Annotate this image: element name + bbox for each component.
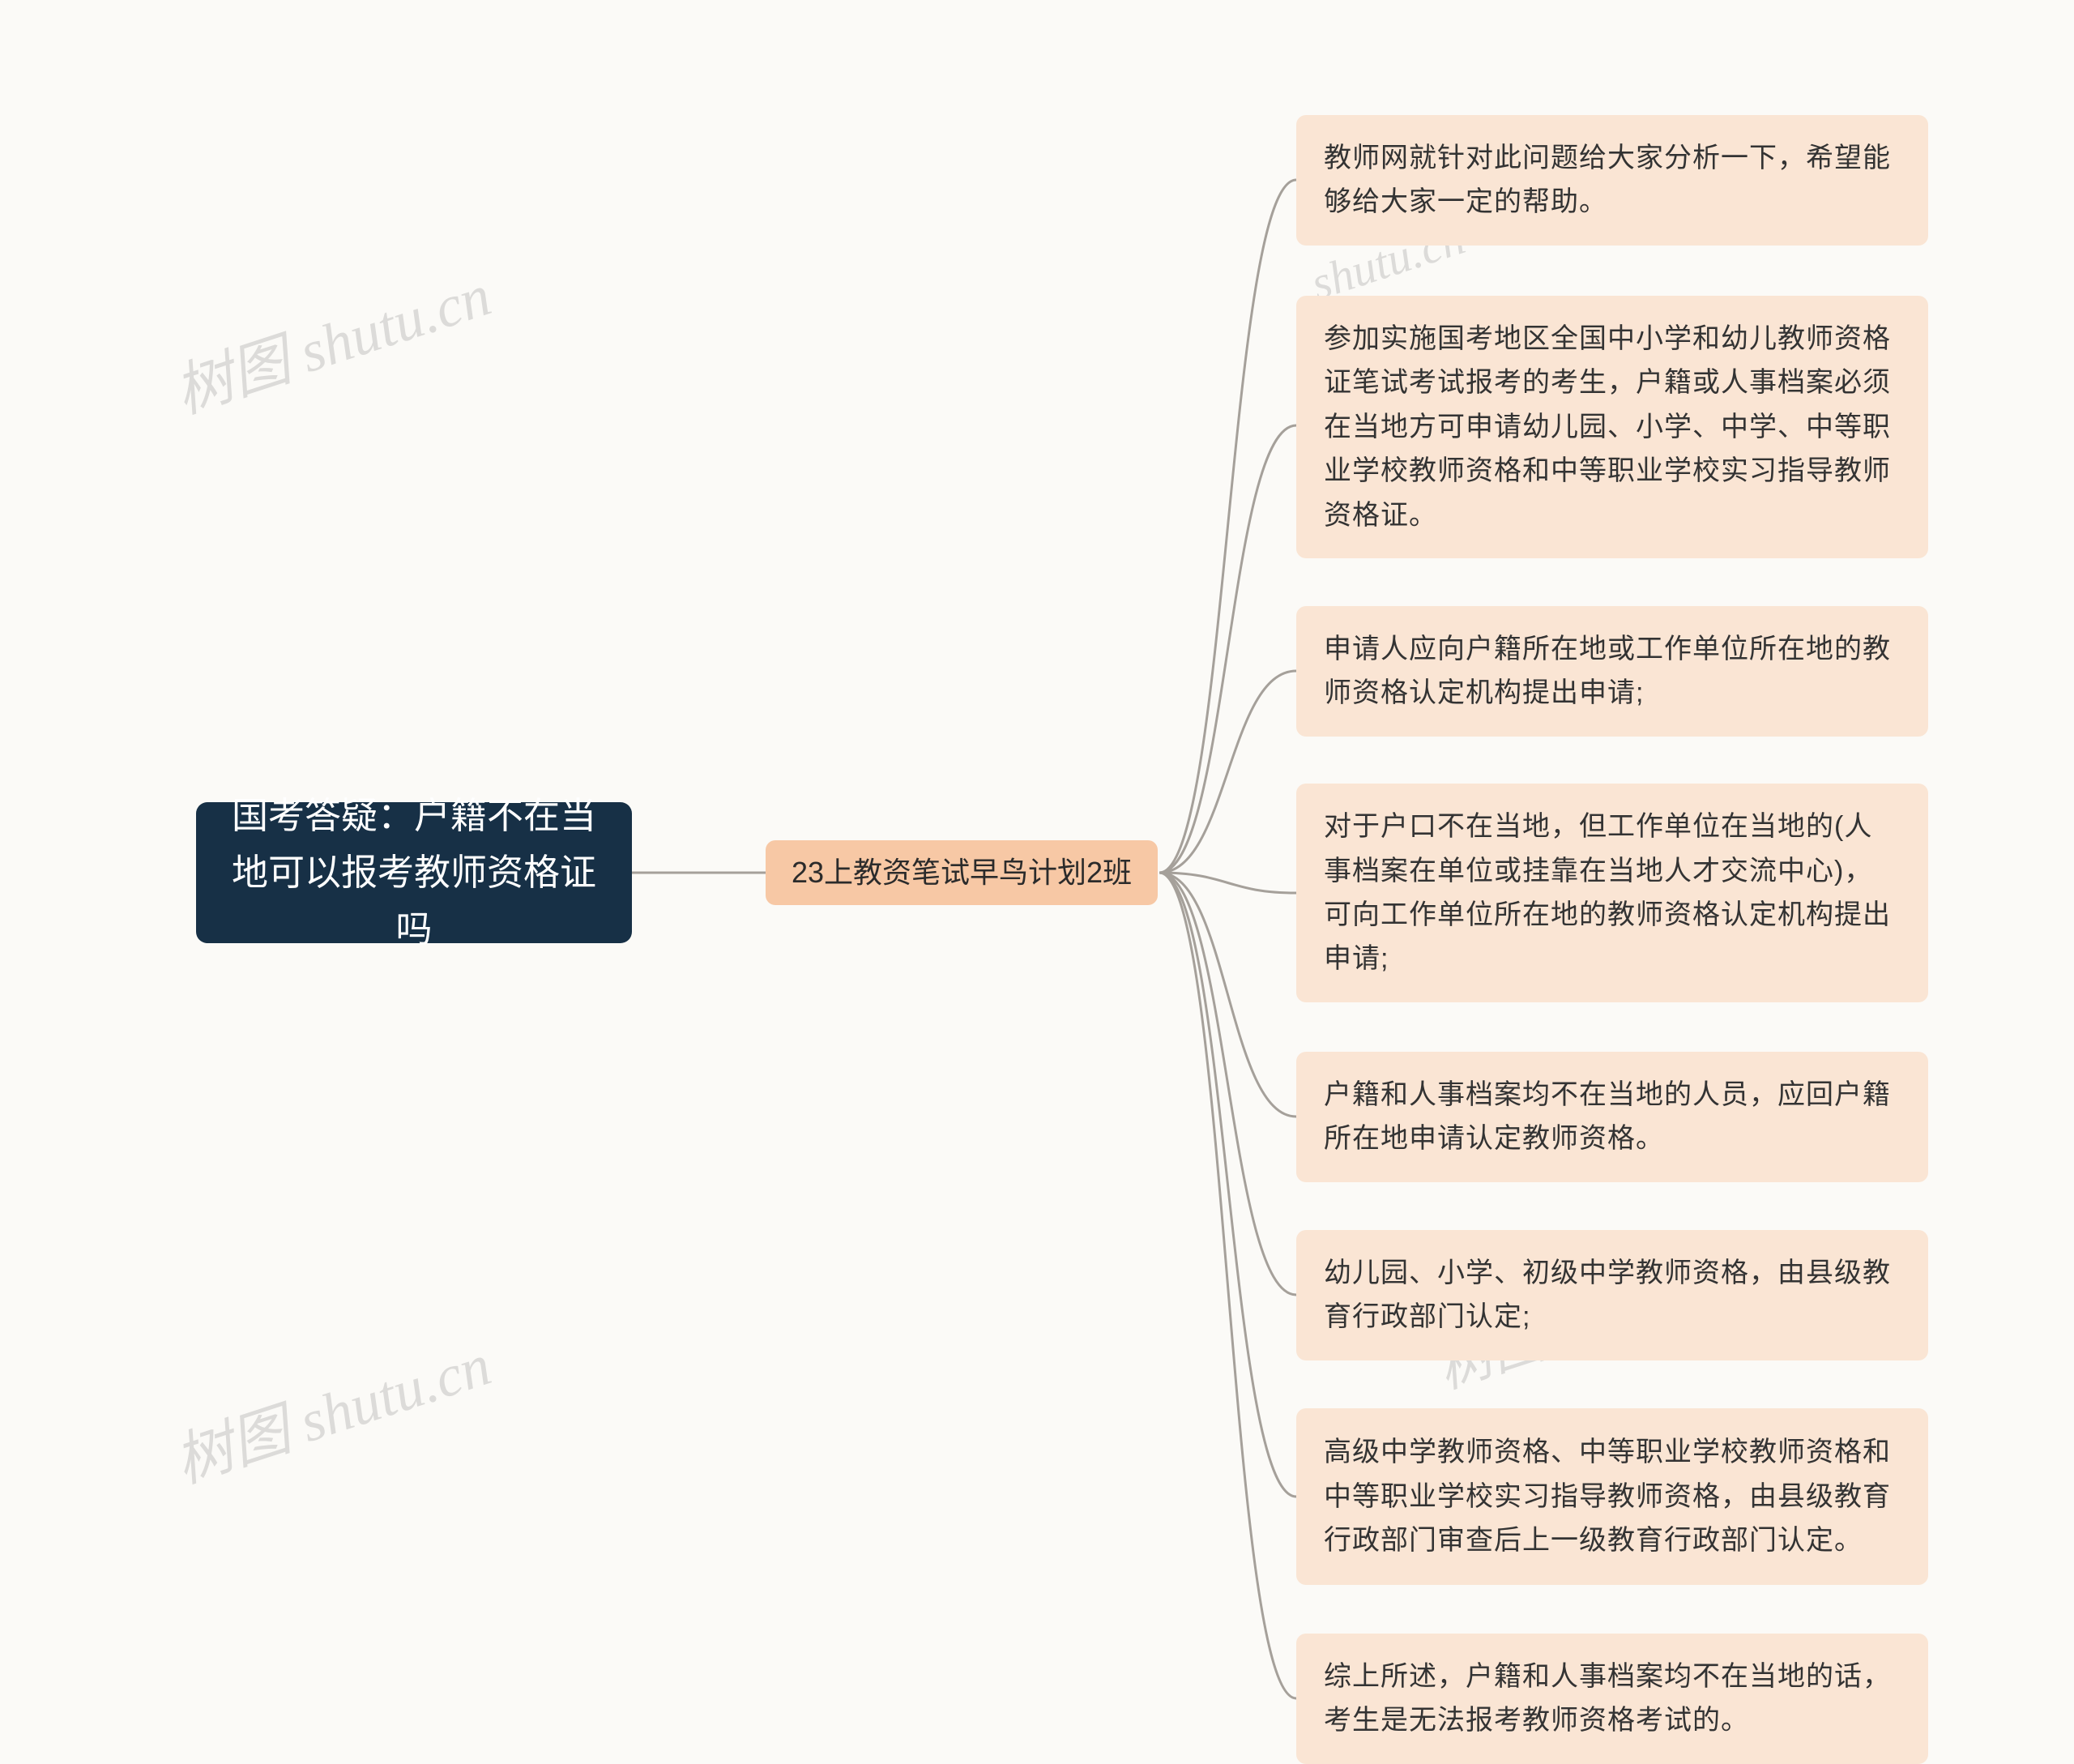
leaf-label: 教师网就针对此问题给大家分析一下，希望能够给大家一定的帮助。 bbox=[1324, 136, 1901, 224]
leaf-label: 参加实施国考地区全国中小学和幼儿教师资格证笔试考试报考的考生，户籍或人事档案必须… bbox=[1324, 317, 1901, 537]
mindmap-root-node[interactable]: 国考答疑：户籍不在当地可以报考教师资格证吗 bbox=[196, 802, 632, 943]
mindmap-leaf-node[interactable]: 高级中学教师资格、中等职业学校教师资格和中等职业学校实习指导教师资格，由县级教育… bbox=[1296, 1408, 1928, 1585]
mindmap-leaf-node[interactable]: 对于户口不在当地，但工作单位在当地的(人事档案在单位或挂靠在当地人才交流中心)，… bbox=[1296, 784, 1928, 1002]
mindmap-leaf-node[interactable]: 幼儿园、小学、初级中学教师资格，由县级教育行政部门认定; bbox=[1296, 1230, 1928, 1360]
root-label: 国考答疑：户籍不在当地可以报考教师资格证吗 bbox=[222, 788, 606, 957]
watermark: 树图 shutu.cn bbox=[162, 1317, 500, 1499]
leaf-label: 幼儿园、小学、初级中学教师资格，由县级教育行政部门认定; bbox=[1324, 1251, 1901, 1339]
leaf-label: 高级中学教师资格、中等职业学校教师资格和中等职业学校实习指导教师资格，由县级教育… bbox=[1324, 1430, 1901, 1562]
mindmap-leaf-node[interactable]: 综上所述，户籍和人事档案均不在当地的话，考生是无法报考教师资格考试的。 bbox=[1296, 1634, 1928, 1764]
watermark: 树图 shutu.cn bbox=[162, 247, 500, 429]
mindmap-leaf-node[interactable]: 教师网就针对此问题给大家分析一下，希望能够给大家一定的帮助。 bbox=[1296, 115, 1928, 246]
mindmap-leaf-node[interactable]: 户籍和人事档案均不在当地的人员，应回户籍所在地申请认定教师资格。 bbox=[1296, 1052, 1928, 1182]
leaf-label: 户籍和人事档案均不在当地的人员，应回户籍所在地申请认定教师资格。 bbox=[1324, 1073, 1901, 1161]
mindmap-leaf-node[interactable]: 申请人应向户籍所在地或工作单位所在地的教师资格认定机构提出申请; bbox=[1296, 606, 1928, 737]
mindmap-leaf-node[interactable]: 参加实施国考地区全国中小学和幼儿教师资格证笔试考试报考的考生，户籍或人事档案必须… bbox=[1296, 296, 1928, 558]
mindmap-level1-node[interactable]: 23上教资笔试早鸟计划2班 bbox=[766, 840, 1158, 905]
leaf-label: 综上所述，户籍和人事档案均不在当地的话，考生是无法报考教师资格考试的。 bbox=[1324, 1655, 1901, 1743]
leaf-label: 对于户口不在当地，但工作单位在当地的(人事档案在单位或挂靠在当地人才交流中心)，… bbox=[1324, 805, 1901, 981]
leaf-label: 申请人应向户籍所在地或工作单位所在地的教师资格认定机构提出申请; bbox=[1324, 627, 1901, 715]
level1-label: 23上教资笔试早鸟计划2班 bbox=[792, 852, 1132, 893]
